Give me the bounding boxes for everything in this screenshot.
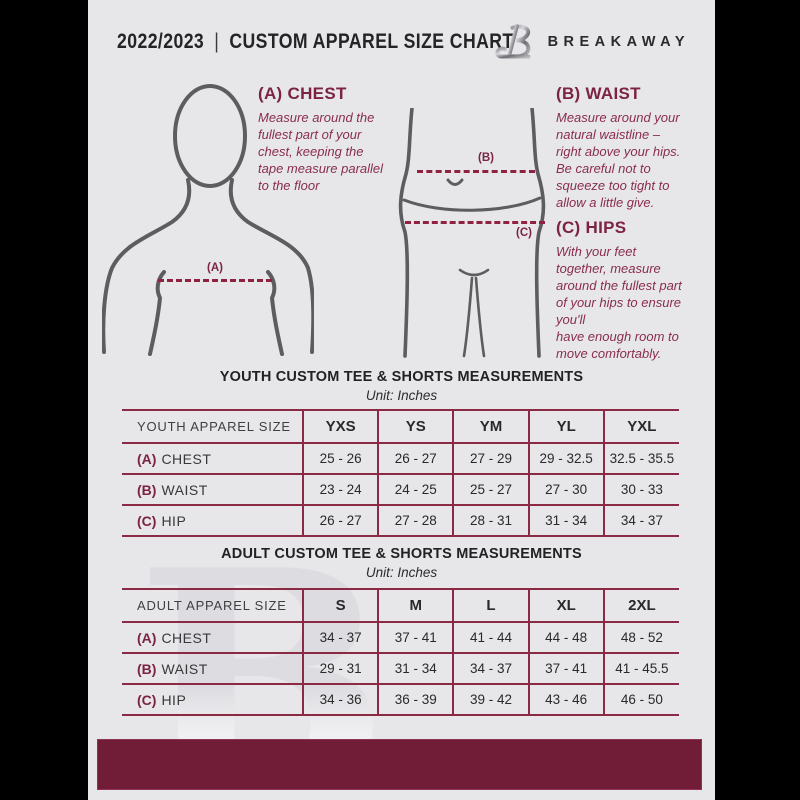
page-title: 2022/2023 | CUSTOM APPAREL SIZE CHART xyxy=(117,30,514,54)
youth-table-title: YOUTH CUSTOM TEE & SHORTS MEASUREMENTS xyxy=(219,369,584,385)
adult-header-row: ADULT APPAREL SIZE S M L XL 2XL xyxy=(122,589,679,622)
table-row-hip: (C) HIP 34 - 36 36 - 39 39 - 42 43 - 46 4… xyxy=(122,684,679,715)
row-label: WAIST xyxy=(161,660,208,677)
hips-figure xyxy=(398,108,546,358)
title-divider: | xyxy=(214,30,220,53)
youth-size-table: YOUTH APPAREL SIZE YXS YS YM YL YXL (A) C… xyxy=(122,409,679,537)
size-value: 27 - 30 xyxy=(527,474,604,505)
size-value: 31 - 34 xyxy=(527,505,604,536)
size-value: 36 - 39 xyxy=(377,684,454,715)
size-value: 24 - 25 xyxy=(377,474,454,505)
youth-size-label: YOUTH APPAREL SIZE xyxy=(137,419,291,434)
youth-header-row: YOUTH APPAREL SIZE YXS YS YM YL YXL xyxy=(122,410,679,443)
row-label: HIP xyxy=(161,691,187,708)
size-value: 39 - 42 xyxy=(452,684,529,715)
size-column-header: S xyxy=(302,589,379,622)
chest-marker: (A) xyxy=(207,262,223,274)
size-value: 25 - 26 xyxy=(302,443,379,474)
size-value: 28 - 31 xyxy=(452,505,529,536)
table-row-chest: (A) CHEST 34 - 37 37 - 41 41 - 44 44 - 48… xyxy=(122,622,679,653)
chest-measure-line xyxy=(158,279,272,282)
size-value: 34 - 37 xyxy=(302,622,379,653)
row-label: HIP xyxy=(161,512,187,529)
youth-table-unit: Unit: Inches xyxy=(365,388,438,403)
waist-measure-line xyxy=(417,170,535,173)
row-prefix: (B) xyxy=(137,660,157,677)
brand-lockup: BREAKAWAY xyxy=(493,22,690,62)
size-value: 34 - 36 xyxy=(302,684,379,715)
row-label: CHEST xyxy=(161,450,212,467)
adult-size-table: ADULT APPAREL SIZE S M L XL 2XL (A) CHEST… xyxy=(122,588,679,716)
hips-measure-line xyxy=(405,221,545,224)
size-column-header: YXL xyxy=(602,410,679,443)
size-value: 34 - 37 xyxy=(452,653,529,684)
row-label: CHEST xyxy=(161,629,212,646)
table-row-waist: (B) WAIST 29 - 31 31 - 34 34 - 37 37 - 41… xyxy=(122,653,679,684)
adult-table-title: ADULT CUSTOM TEE & SHORTS MEASUREMENTS xyxy=(221,546,582,562)
size-column-header: M xyxy=(377,589,454,622)
season-label: 2022/2023 xyxy=(117,30,205,53)
size-value: 26 - 27 xyxy=(302,505,379,536)
size-value: 37 - 41 xyxy=(527,653,604,684)
chest-heading: (A) CHEST xyxy=(258,84,347,103)
size-value: 46 - 50 xyxy=(602,684,679,715)
size-column-header: 2XL xyxy=(602,589,679,622)
row-prefix: (A) xyxy=(137,450,157,467)
size-value: 29 - 32.5 xyxy=(527,443,604,474)
size-value: 29 - 31 xyxy=(302,653,379,684)
hips-marker: (C) xyxy=(516,227,532,239)
row-prefix: (B) xyxy=(137,481,157,498)
size-value: 41 - 44 xyxy=(452,622,529,653)
size-column-header: XL xyxy=(527,589,604,622)
row-prefix: (C) xyxy=(137,691,157,708)
footer-bar xyxy=(97,739,702,790)
table-row-waist: (B) WAIST 23 - 24 24 - 25 25 - 27 27 - 30… xyxy=(122,474,679,505)
adult-size-label: ADULT APPAREL SIZE xyxy=(137,598,287,613)
size-value: 31 - 34 xyxy=(377,653,454,684)
size-value: 25 - 27 xyxy=(452,474,529,505)
adult-table-unit: Unit: Inches xyxy=(365,565,438,580)
size-column-header: L xyxy=(452,589,529,622)
size-value: 32.5 - 35.5 xyxy=(602,443,679,474)
row-prefix: (C) xyxy=(137,512,157,529)
document-page: B 2022/2023 | CUSTOM APPAREL SIZE CHART BR… xyxy=(88,0,715,800)
size-value: 37 - 41 xyxy=(377,622,454,653)
table-row-chest: (A) CHEST 25 - 26 26 - 27 27 - 29 29 - 32… xyxy=(122,443,679,474)
table-row-hip: (C) HIP 26 - 27 27 - 28 28 - 31 31 - 34 3… xyxy=(122,505,679,536)
hips-description: With your feet together, measure around … xyxy=(556,244,682,361)
breakaway-b-logo-icon xyxy=(494,24,530,59)
brand-name: BREAKAWAY xyxy=(547,34,690,50)
size-column-header: YXS xyxy=(302,410,379,443)
size-column-header: YM xyxy=(452,410,529,443)
row-prefix: (A) xyxy=(137,629,157,646)
waist-heading: (B) WAIST xyxy=(556,84,641,103)
size-value: 41 - 45.5 xyxy=(602,653,679,684)
size-value: 43 - 46 xyxy=(527,684,604,715)
waist-marker: (B) xyxy=(478,152,494,164)
size-column-header: YS xyxy=(377,410,454,443)
row-label: WAIST xyxy=(161,481,208,498)
size-value: 44 - 48 xyxy=(527,622,604,653)
chest-description: Measure around the fullest part of your … xyxy=(258,110,384,193)
size-value: 27 - 29 xyxy=(452,443,529,474)
size-column-header: YL xyxy=(527,410,604,443)
size-value: 23 - 24 xyxy=(302,474,379,505)
size-value: 48 - 52 xyxy=(602,622,679,653)
size-value: 27 - 28 xyxy=(377,505,454,536)
waist-description: Measure around your natural waistline – … xyxy=(556,110,681,210)
size-value: 30 - 33 xyxy=(602,474,679,505)
hips-heading: (C) HIPS xyxy=(556,218,627,237)
size-value: 26 - 27 xyxy=(377,443,454,474)
size-value: 34 - 37 xyxy=(602,505,679,536)
chart-title: CUSTOM APPAREL SIZE CHART xyxy=(229,30,514,53)
